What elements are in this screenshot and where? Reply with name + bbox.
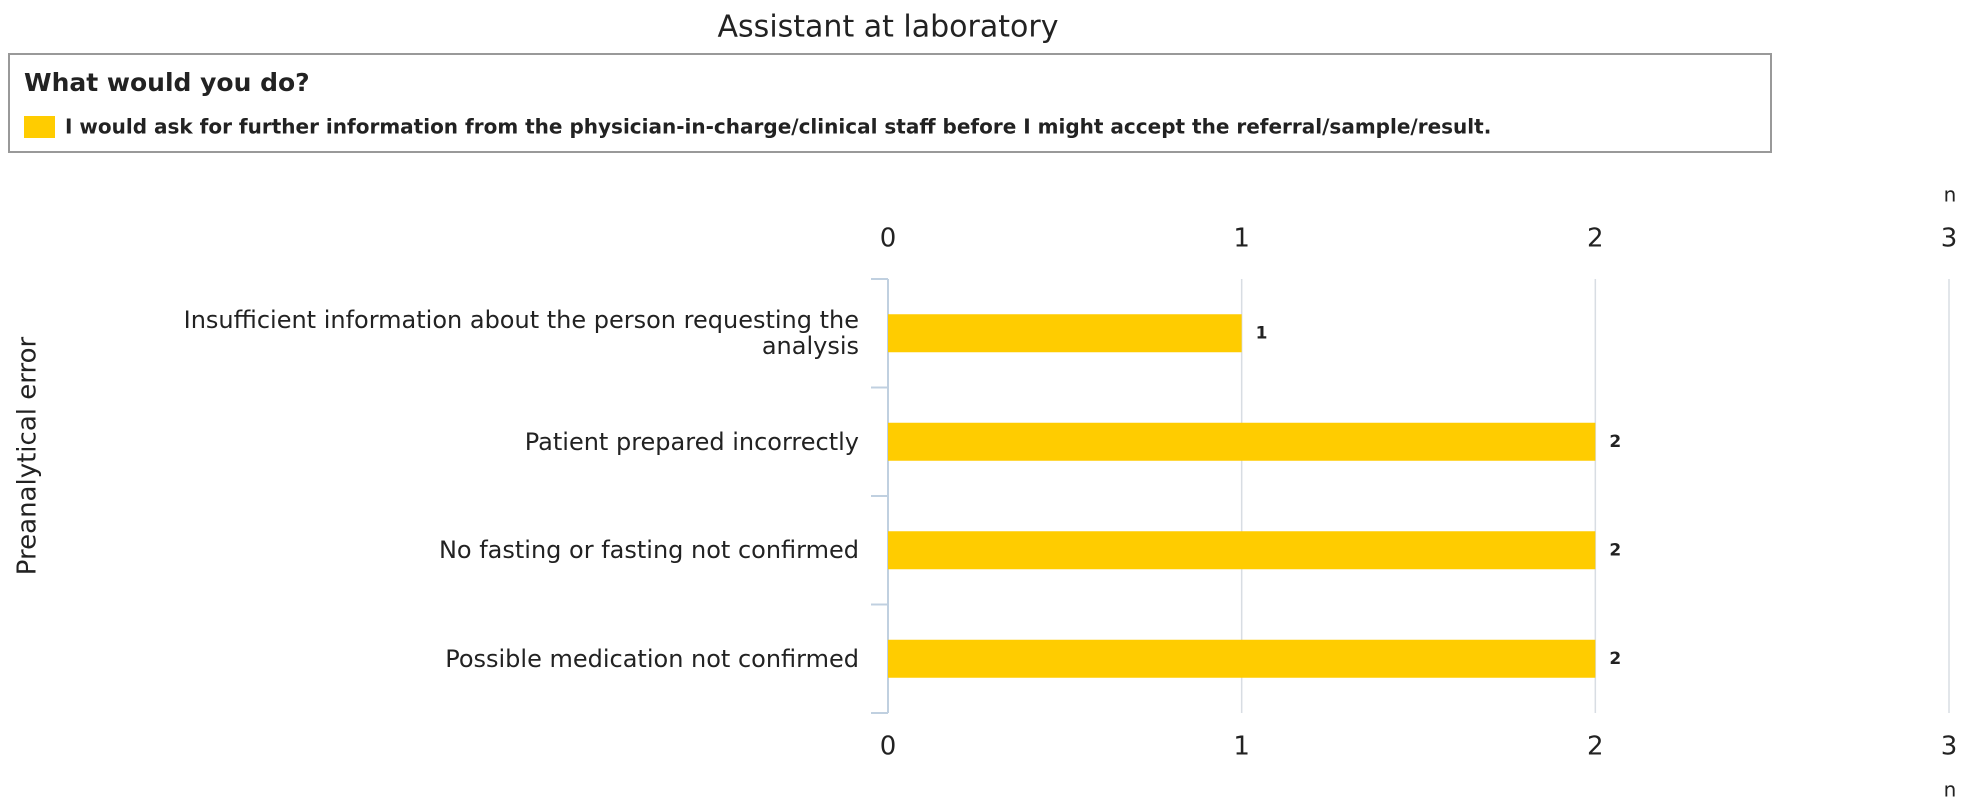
y-tick-label: Insufficient information about the perso…: [183, 306, 859, 361]
bar: [888, 639, 1596, 678]
x-tick-label-bottom: 3: [1941, 732, 1958, 762]
legend-label: I would ask for further information from…: [65, 115, 1491, 139]
value-label: 2: [1609, 649, 1621, 669]
x-tick-label-top: 0: [880, 224, 897, 254]
value-label: 2: [1609, 540, 1621, 560]
y-tick-label: No fasting or fasting not confirmed: [438, 536, 859, 565]
x-tick-label-top: 2: [1587, 224, 1604, 254]
legend-box: [8, 53, 1772, 153]
bar: [888, 314, 1242, 353]
legend-swatch: [24, 116, 55, 138]
x-tick-label-bottom: 2: [1587, 732, 1604, 762]
x-tick-label-bottom: 1: [1233, 732, 1250, 762]
x-tick-label-top: 1: [1233, 224, 1250, 254]
x-tick-label-top: 3: [1941, 224, 1958, 254]
value-label: 1: [1256, 323, 1268, 343]
legend-title: What would you do?: [24, 68, 310, 97]
bar: [888, 531, 1596, 570]
bar: [888, 422, 1596, 461]
x-axis-title-bottom: n: [1944, 778, 1957, 802]
y-tick-label: Possible medication not confirmed: [445, 644, 859, 673]
y-tick-label: Patient prepared incorrectly: [524, 427, 859, 456]
value-label: 2: [1609, 432, 1621, 452]
x-tick-label-bottom: 0: [880, 732, 897, 762]
x-axis-title-top: n: [1944, 183, 1957, 207]
chart-title: Assistant at laboratory: [718, 10, 1059, 45]
y-axis-title: Preanalytical error: [13, 337, 43, 576]
